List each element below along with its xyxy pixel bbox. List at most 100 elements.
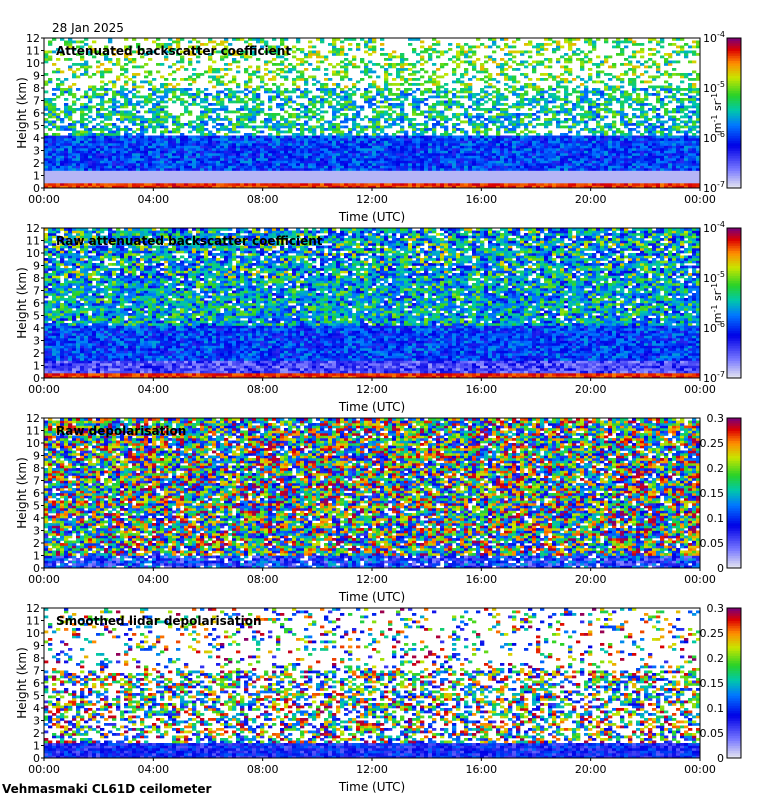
colorbar-tick-label: 0.3: [707, 412, 725, 425]
colorbar-tick-label: 0.15: [700, 677, 725, 690]
x-tick-label: 00:00: [684, 763, 716, 776]
x-tick-label: 08:00: [247, 383, 279, 396]
y-tick-label: 11: [26, 235, 40, 248]
colorbar-tick-label: 10-5: [703, 270, 725, 285]
heatmap-field: [44, 608, 701, 759]
y-tick-label: 2: [33, 347, 40, 360]
y-tick-label: 5: [33, 500, 40, 513]
y-tick-label: 10: [26, 247, 40, 260]
x-tick-label: 12:00: [356, 763, 388, 776]
y-tick-label: 3: [33, 145, 40, 158]
x-tick-label: 08:00: [247, 573, 279, 586]
colorbar-tick-label: 0.2: [707, 652, 725, 665]
y-tick-label: 7: [33, 665, 40, 678]
heatmap-field: [44, 228, 701, 379]
x-tick-label: 16:00: [465, 383, 497, 396]
heatmap-field: [44, 38, 701, 189]
colorbar-tick-label: 0.25: [700, 437, 725, 450]
y-tick-label: 0: [33, 562, 40, 575]
colorbar-tick-label: 0.1: [707, 702, 725, 715]
y-axis-label: Height (km): [15, 267, 29, 338]
y-tick-label: 5: [33, 690, 40, 703]
x-tick-label: 16:00: [465, 763, 497, 776]
y-tick-label: 0: [33, 182, 40, 195]
y-tick-label: 6: [33, 107, 40, 120]
x-tick-label: 20:00: [575, 383, 607, 396]
y-tick-label: 1: [33, 550, 40, 563]
y-tick-label: 6: [33, 677, 40, 690]
y-tick-label: 0: [33, 752, 40, 765]
y-tick-label: 1: [33, 740, 40, 753]
y-tick-label: 4: [33, 132, 40, 145]
y-tick-label: 10: [26, 437, 40, 450]
colorbar-tick-label: 10-6: [703, 130, 725, 145]
y-tick-label: 4: [33, 702, 40, 715]
y-tick-label: 0: [33, 372, 40, 385]
y-tick-label: 9: [33, 70, 40, 83]
y-tick-label: 12: [26, 412, 40, 425]
y-tick-label: 10: [26, 627, 40, 640]
y-tick-label: 10: [26, 57, 40, 70]
y-tick-label: 3: [33, 715, 40, 728]
y-tick-label: 4: [33, 512, 40, 525]
colorbar-tick-label: 0: [717, 752, 724, 765]
x-tick-label: 00:00: [684, 193, 716, 206]
colorbar-tick-label: 10-4: [703, 30, 725, 45]
y-tick-label: 12: [26, 222, 40, 235]
y-tick-label: 9: [33, 260, 40, 273]
instrument-footer: Vehmasmaki CL61D ceilometer: [2, 782, 211, 796]
x-tick-label: 16:00: [465, 193, 497, 206]
y-tick-label: 3: [33, 525, 40, 538]
colorbar-tick-label: 10-5: [703, 80, 725, 95]
x-tick-label: 00:00: [28, 193, 60, 206]
colorbar-tick-label: 0.25: [700, 627, 725, 640]
colorbar: 0 0.05 0.1 0.15 0.2 0.25 0.3: [700, 602, 742, 765]
heatmap-field: [44, 418, 701, 569]
y-tick-label: 2: [33, 727, 40, 740]
colorbar-tick-label: 10-4: [703, 220, 725, 235]
x-tick-label: 00:00: [684, 383, 716, 396]
x-tick-label: 20:00: [575, 763, 607, 776]
y-tick-label: 2: [33, 537, 40, 550]
x-tick-label: 12:00: [356, 573, 388, 586]
date-label: 28 Jan 2025: [52, 21, 124, 35]
y-tick-label: 1: [33, 360, 40, 373]
y-tick-label: 8: [33, 462, 40, 475]
x-tick-label: 04:00: [137, 763, 169, 776]
x-tick-label: 12:00: [356, 193, 388, 206]
x-tick-label: 00:00: [28, 573, 60, 586]
colorbar-tick-label: 10-6: [703, 320, 725, 335]
x-tick-label: 04:00: [137, 383, 169, 396]
x-tick-label: 08:00: [247, 193, 279, 206]
y-tick-label: 3: [33, 335, 40, 348]
colorbar-frame: [726, 417, 742, 569]
colorbar-tick-label: 0.2: [707, 462, 725, 475]
colorbar-tick-label: 0.3: [707, 602, 725, 615]
colorbar-tick-label: 0: [717, 562, 724, 575]
y-axis-label: Height (km): [15, 77, 29, 148]
x-tick-label: 00:00: [28, 763, 60, 776]
x-tick-label: 12:00: [356, 383, 388, 396]
panel-title: Smoothed lidar depolarisation: [56, 614, 262, 628]
colorbar: 0 0.05 0.1 0.15 0.2 0.25 0.3: [700, 412, 742, 575]
x-tick-label: 00:00: [684, 573, 716, 586]
colorbar: 10-7 10-6 10-5 10-4 m-1 sr-1: [703, 30, 742, 195]
y-tick-label: 4: [33, 322, 40, 335]
colorbar-frame: [726, 607, 742, 759]
x-tick-label: 04:00: [137, 573, 169, 586]
colorbar-unit: m-1 sr-1: [710, 93, 724, 133]
y-tick-label: 7: [33, 95, 40, 108]
panel-title: Attenuated backscatter coefficient: [56, 44, 291, 58]
x-tick-label: 20:00: [575, 193, 607, 206]
colorbar-tick-label: 10-7: [703, 370, 725, 385]
panel-title: Raw depolarisation: [56, 424, 186, 438]
colorbar-tick-label: 0.1: [707, 512, 725, 525]
colorbar-frame: [726, 227, 742, 379]
colorbar-frame: [726, 37, 742, 189]
colorbar-tick-label: 0.05: [700, 537, 725, 550]
